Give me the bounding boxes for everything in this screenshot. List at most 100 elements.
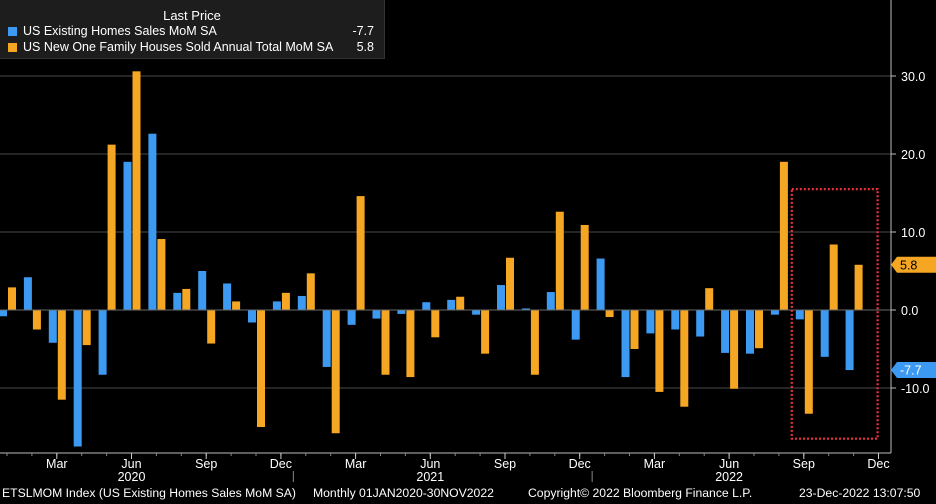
bar-existing-homes <box>646 310 655 334</box>
bar-existing-homes <box>472 310 481 315</box>
last-value-tag-shape <box>891 256 936 273</box>
footer: ETSLMOM Index (US Existing Homes Sales M… <box>0 482 936 504</box>
bar-existing-homes <box>0 310 7 317</box>
legend: Last Price US Existing Homes Sales MoM S… <box>0 0 385 59</box>
bar-new-homes <box>207 310 216 344</box>
bar-existing-homes <box>696 310 705 337</box>
bar-new-homes <box>680 310 689 407</box>
bar-new-homes <box>481 310 490 354</box>
x-tick-label: Jun <box>420 457 440 471</box>
bar-new-homes <box>356 196 365 310</box>
legend-title: Last Price <box>163 8 221 23</box>
bar-new-homes <box>506 257 514 310</box>
bar-new-homes <box>157 239 166 310</box>
footer-period: Monthly 01JAN2020-30NOV2022 <box>313 486 494 500</box>
legend-name-existing: US Existing Homes Sales MoM SA <box>23 24 217 38</box>
x-tick-label: Mar <box>644 457 666 471</box>
bar-new-homes <box>829 244 838 310</box>
bar-existing-homes <box>845 310 854 371</box>
bar-existing-homes <box>746 310 754 354</box>
x-year-label: 2022 <box>715 470 743 484</box>
x-tick-label: Sep <box>494 457 516 471</box>
legend-name-new: US New One Family Houses Sold Annual Tot… <box>23 40 334 54</box>
footer-copyright: Copyright© 2022 Bloomberg Finance L.P. <box>528 486 753 500</box>
bar-existing-homes <box>497 285 505 310</box>
bar-new-homes <box>630 310 639 349</box>
bar-new-homes <box>32 310 41 330</box>
bar-new-homes <box>132 71 141 310</box>
last-value-tag-existing: -7.7 <box>891 362 936 379</box>
bar-new-homes <box>182 288 191 310</box>
legend-entry-existing-homes: US Existing Homes Sales MoM SA -7.7 <box>8 24 378 40</box>
bar-existing-homes <box>198 271 207 310</box>
bar-new-homes <box>406 310 415 378</box>
legend-value-existing: -7.7 <box>352 24 374 38</box>
bar-existing-homes <box>372 310 381 319</box>
bar-existing-homes <box>571 310 580 340</box>
bar-new-homes <box>655 310 664 392</box>
bar-new-homes <box>530 310 539 375</box>
bar-new-homes <box>306 273 315 310</box>
bar-existing-homes <box>447 299 456 310</box>
bar-new-homes <box>555 211 564 310</box>
legend-entry-new-homes: US New One Family Houses Sold Annual Tot… <box>8 40 378 56</box>
bar-existing-homes <box>770 310 779 315</box>
bar-existing-homes <box>795 310 804 320</box>
bar-existing-homes <box>248 310 256 323</box>
bar-new-homes <box>456 296 465 310</box>
x-tick-label: Sep <box>195 457 217 471</box>
bar-new-homes <box>580 224 589 310</box>
bar-existing-homes <box>73 310 82 447</box>
x-tick-label: Mar <box>46 457 68 471</box>
bar-existing-homes <box>621 310 630 378</box>
bar-new-homes <box>381 310 390 375</box>
x-tick-label: Jun <box>121 457 141 471</box>
y-tick-label: 20.0 <box>901 148 925 162</box>
bar-new-homes <box>82 310 91 346</box>
bar-new-homes <box>232 301 241 310</box>
y-tick-label: 30.0 <box>901 70 925 84</box>
bar-existing-homes <box>297 295 306 310</box>
bar-existing-homes <box>546 292 555 310</box>
bar-existing-homes <box>148 133 157 310</box>
legend-value-new: 5.8 <box>356 40 374 54</box>
x-tick-label: Sep <box>793 457 815 471</box>
footer-ticker: ETSLMOM Index (US Existing Homes Sales M… <box>2 486 296 500</box>
bar-new-homes <box>8 287 16 310</box>
bar-new-homes <box>257 310 265 427</box>
highlight-box <box>790 188 879 440</box>
legend-swatch-new <box>8 43 17 52</box>
y-tick-label: 10.0 <box>901 226 925 240</box>
bar-existing-homes <box>272 301 281 310</box>
bar-existing-homes <box>397 310 406 314</box>
last-value-tag-label: 5.8 <box>900 258 917 272</box>
bar-new-homes <box>730 310 739 389</box>
last-value-tag-new: 5.8 <box>891 256 936 273</box>
x-tick-label: Dec <box>867 457 889 471</box>
bar-existing-homes <box>422 302 431 310</box>
bar-existing-homes <box>173 292 182 310</box>
y-tick-label: 0.0 <box>901 304 918 318</box>
bar-new-homes <box>431 310 440 338</box>
x-year-label: 2021 <box>416 470 444 484</box>
x-tick-label: Mar <box>345 457 367 471</box>
x-tick-label: Dec <box>569 457 591 471</box>
x-tick-label: Dec <box>270 457 292 471</box>
last-value-tag-shape <box>891 362 936 379</box>
bar-new-homes <box>281 292 290 310</box>
bar-existing-homes <box>671 310 680 330</box>
x-year-label: 2020 <box>118 470 146 484</box>
bar-existing-homes <box>23 277 32 310</box>
bar-new-homes <box>605 310 614 318</box>
bar-new-homes <box>107 144 116 310</box>
bar-existing-homes <box>347 310 356 325</box>
bar-existing-homes <box>98 310 107 375</box>
bar-existing-homes <box>721 310 730 353</box>
last-value-tag-label: -7.7 <box>900 364 922 378</box>
bar-existing-homes <box>596 258 605 310</box>
footer-timestamp: 23-Dec-2022 13:07:50 <box>799 486 921 500</box>
bar-existing-homes <box>322 310 331 367</box>
bar-existing-homes <box>48 310 57 343</box>
bar-new-homes <box>331 310 340 434</box>
